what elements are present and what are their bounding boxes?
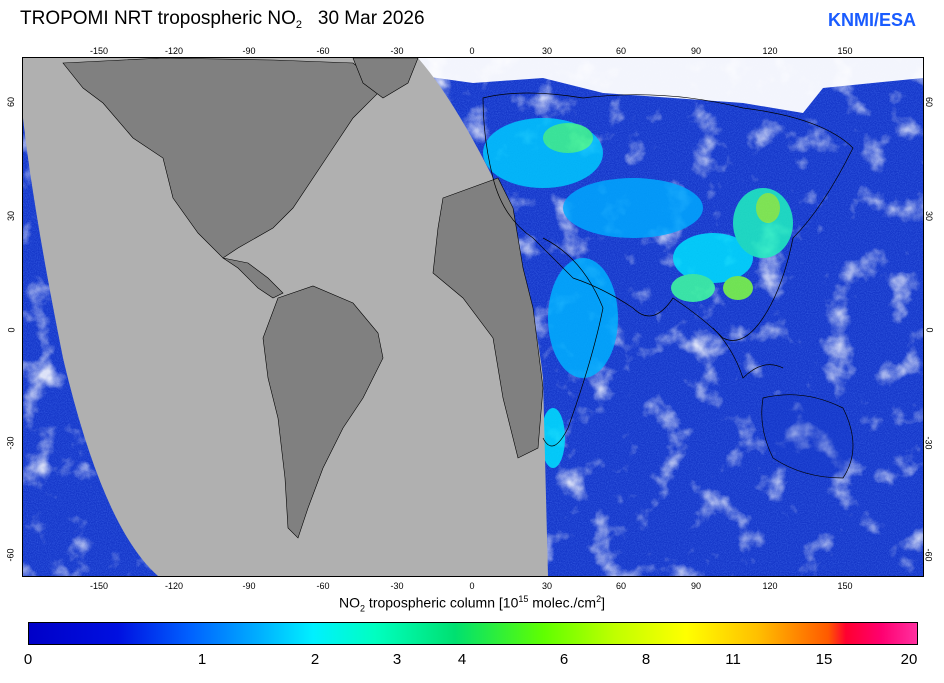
- top-lon-tick: 90: [690, 46, 702, 56]
- top-lon-tick: 30: [541, 46, 553, 56]
- colorbar: [28, 622, 918, 645]
- colorbar-label: 1: [197, 651, 207, 668]
- colorbar-label: 3: [392, 651, 402, 668]
- bottom-lon-tick: 0: [469, 581, 475, 591]
- africa-west: [432, 177, 544, 459]
- left-lat-tick: 60: [6, 96, 17, 108]
- colorbar-label: 0: [23, 651, 33, 668]
- cb-title-d: ]: [601, 594, 605, 611]
- cb-title-sub: 2: [360, 603, 366, 614]
- right-lat-tick: 0: [924, 327, 935, 333]
- map-canvas: [23, 58, 923, 576]
- right-lat-tick: 30: [924, 210, 935, 222]
- bottom-lon-tick: 150: [837, 581, 853, 591]
- top-lon-tick: -60: [316, 46, 330, 56]
- central-america: [222, 257, 284, 299]
- colorbar-label: 11: [725, 651, 741, 668]
- top-lon-tick: 60: [615, 46, 627, 56]
- top-lon-tick: 0: [469, 46, 475, 56]
- title-gap: [302, 8, 318, 29]
- brand-logo-text: KNMI/ESA: [827, 10, 916, 30]
- title-subscript: 2: [295, 19, 303, 31]
- cb-title-sup-a: 15: [518, 594, 529, 604]
- right-lat-tick: -30: [923, 436, 934, 450]
- cb-title-a: NO: [339, 594, 361, 611]
- top-lon-tick: -150: [89, 46, 109, 56]
- bottom-lon-tick: 120: [762, 581, 778, 591]
- colorbar-label: 2: [310, 651, 320, 668]
- continent-outlines: [482, 92, 854, 479]
- no2-highlights: [483, 118, 793, 468]
- top-lon-tick: -30: [390, 46, 404, 56]
- top-lon-tick: -90: [242, 46, 256, 56]
- no2-map: [22, 57, 924, 577]
- bottom-lon-tick: -120: [164, 581, 184, 591]
- title-date: 30 Mar 2026: [317, 8, 425, 29]
- top-lon-tick: 150: [837, 46, 853, 56]
- bottom-lon-tick: -150: [89, 581, 109, 591]
- cb-title-c: molec./cm: [528, 594, 597, 611]
- cb-title-b: tropospheric column [10: [365, 594, 519, 611]
- left-lat-tick: 30: [6, 210, 17, 222]
- bottom-lon-tick: -30: [390, 581, 404, 591]
- left-lat-tick: 0: [6, 327, 17, 333]
- colorbar-label: 8: [641, 651, 651, 668]
- left-lat-tick: -60: [5, 548, 16, 562]
- colorbar-label: 15: [815, 651, 833, 668]
- bottom-lon-tick: -90: [242, 581, 256, 591]
- bottom-lon-tick: 90: [690, 581, 702, 591]
- bottom-lon-tick: 30: [541, 581, 553, 591]
- page-title: TROPOMI NRT tropospheric NO2 30 Mar 2026: [20, 8, 425, 31]
- top-lon-tick: -120: [164, 46, 184, 56]
- colorbar-title: NO2 tropospheric column [1015 molec./cm2…: [0, 594, 944, 613]
- arctic-clouds: [403, 58, 923, 113]
- cb-title-sup-b: 2: [596, 594, 602, 604]
- right-lat-tick: -60: [923, 548, 934, 562]
- greenland: [352, 58, 419, 99]
- top-lon-tick: 120: [762, 46, 778, 56]
- colorbar-label: 6: [559, 651, 569, 668]
- colorbar-label: 20: [900, 651, 918, 668]
- bottom-lon-tick: -60: [316, 581, 330, 591]
- bottom-lon-tick: 60: [615, 581, 627, 591]
- title-main: TROPOMI NRT tropospheric NO: [20, 8, 296, 29]
- right-lat-tick: 60: [924, 96, 935, 108]
- south-america: [262, 285, 384, 539]
- colorbar-label: 4: [457, 651, 467, 668]
- left-lat-tick: -30: [5, 436, 16, 450]
- north-america: [62, 58, 384, 259]
